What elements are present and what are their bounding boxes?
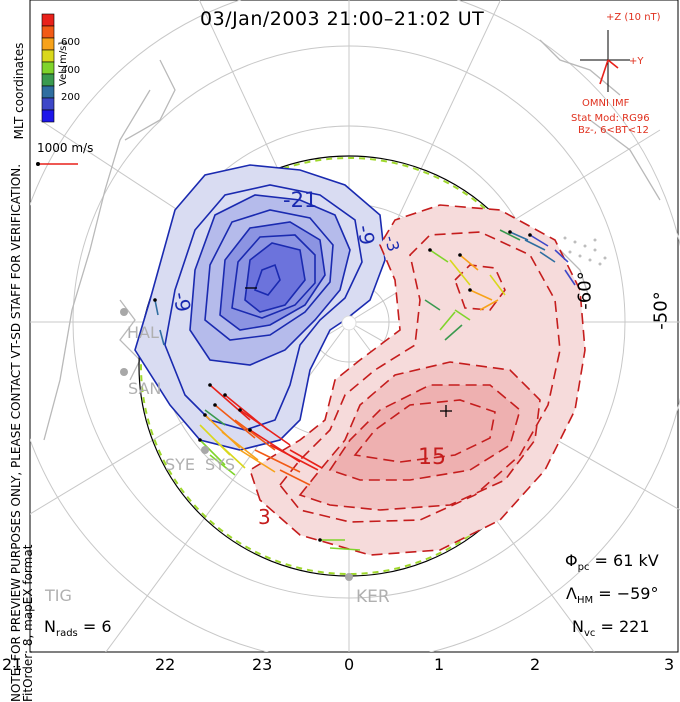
contour-label-3: 3 (258, 505, 271, 529)
coastlines (43, 39, 661, 441)
station-label-hal: HAL (127, 323, 159, 342)
colorbar-tick-400: 400 (61, 65, 81, 76)
nvc-value: = 221 (600, 617, 650, 636)
nvc-subscript: vc (583, 628, 596, 640)
scale-vector-label: 1000 m/s (37, 141, 94, 155)
imf-z-label: +Z (10 nT) (606, 12, 661, 23)
nvc-symbol: N (572, 617, 584, 636)
coordinate-system-label: MLT coordinates (12, 42, 26, 140)
lambda-symbol: Λ (566, 584, 577, 603)
positive-contours (249, 204, 586, 556)
station-markers (120, 308, 353, 581)
velocity-colorbar (41, 13, 55, 123)
mlt-tick-0: 0 (344, 655, 355, 674)
potential-maximum-marker (440, 405, 452, 417)
vector-origins (153, 230, 532, 542)
lambda-subscript: HM (576, 595, 594, 607)
station-label-sys: SYS (205, 455, 236, 474)
phi-symbol: Φ (565, 551, 578, 570)
mlt-tick-23: 23 (252, 655, 273, 674)
radar-count: Nrads = 6 (44, 617, 112, 639)
mlt-tick-21: 21 (2, 655, 23, 674)
nrads-subscript: rads (55, 628, 78, 640)
stat-model-line2: Bz-, 6<BT<12 (578, 125, 649, 136)
imf-source-label: OMNI IMF (582, 98, 630, 109)
preview-note: NOTE: FOR PREVIEW PURPOSES ONLY, PLEASE … (9, 62, 35, 702)
latitude-label-60: -60° (574, 271, 596, 310)
imf-dial (580, 30, 630, 92)
hm-boundary-latitude: ΛHM = −59° (566, 584, 658, 606)
preview-note-line2: FitOrder: 8, mapEX format (21, 544, 35, 702)
velocity-vectors (154, 229, 576, 551)
negative-cell-inner-3 (245, 243, 305, 312)
contour-label-15: 15 (418, 445, 446, 470)
colorbar-tick-200: 200 (61, 92, 81, 103)
mlt-tick-2: 2 (530, 655, 541, 674)
nrads-symbol: N (44, 617, 56, 636)
scale-vector (36, 162, 78, 166)
lambda-value: = −59° (598, 584, 659, 603)
latitude-label-50: -50° (650, 291, 672, 330)
cross-polar-potential: Φpc = 61 kV (565, 551, 659, 573)
imf-y-label: +Y (629, 56, 644, 67)
mlt-tick-1: 1 (434, 655, 445, 674)
phi-value: = 61 kV (594, 551, 659, 570)
stat-model-line1: Stat Mod: RG96 (571, 113, 650, 124)
mlt-tick-3: 3 (664, 655, 675, 674)
station-label-san: SAN (128, 379, 162, 398)
station-label-sye: SYE (165, 455, 196, 474)
station-label-ker: KER (356, 587, 390, 607)
radar-coverage-dots (563, 236, 607, 266)
station-label-tig: TIG (45, 586, 72, 605)
positive-cell-inner-2 (330, 385, 520, 480)
map-title: 03/Jan/2003 21:00–21:02 UT (200, 8, 485, 30)
magnetic-pole-marker (341, 315, 357, 331)
contour-label-minus-9-right: -9 (352, 223, 380, 247)
vector-count: Nvc = 221 (572, 617, 650, 639)
colorbar-tick-600: 600 (61, 37, 81, 48)
phi-subscript: pc (577, 562, 590, 574)
nrads-value: = 6 (82, 617, 112, 636)
contour-label-minus-9-left: -9 (168, 290, 196, 314)
colorbar-label: Vel [m/s] (58, 41, 69, 86)
mlt-tick-22: 22 (155, 655, 176, 674)
contour-label-minus-21: -21 (283, 188, 318, 212)
polar-convection-map (29, 0, 680, 653)
